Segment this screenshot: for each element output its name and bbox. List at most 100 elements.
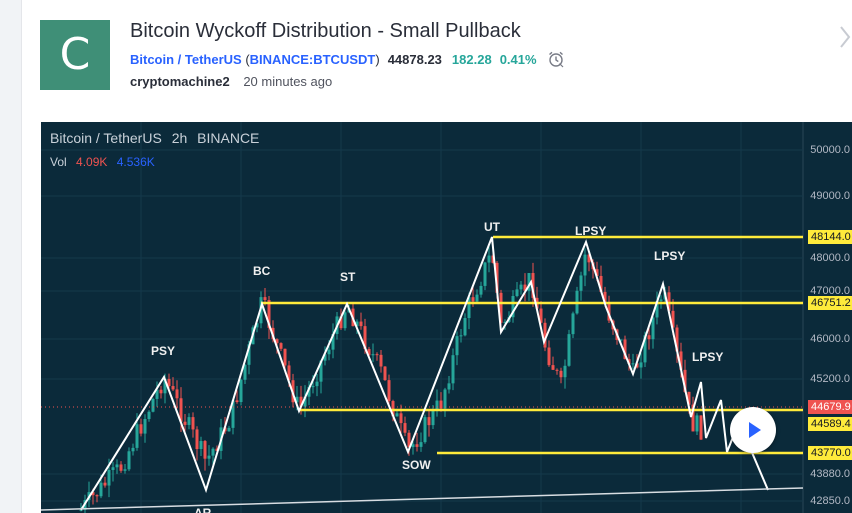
volume-buy: 4.536K (116, 155, 155, 169)
candle-body (567, 334, 571, 366)
candle-body (435, 400, 439, 410)
candle-body (519, 284, 523, 290)
candle-body (279, 343, 283, 349)
wyckoff-label-st: ST (340, 270, 356, 284)
axis-tick: 47000.0 (810, 285, 850, 297)
candle-body (359, 321, 363, 327)
candle-body (191, 417, 195, 430)
chart-snapshot[interactable]: Bitcoin / TetherUS 2h BINANCE Vol 4.09K … (41, 122, 852, 513)
symbol-paren-open: ( (241, 51, 250, 67)
author-row: cryptomachine2 20 minutes ago (130, 74, 332, 89)
candle-body (635, 363, 639, 368)
candle-body (407, 432, 411, 448)
candle-body (203, 441, 207, 459)
wyckoff-label-lpsy: LPSY (575, 224, 607, 238)
candle-body (379, 354, 383, 367)
candle-body (383, 366, 387, 381)
wyckoff-label-psy: PSY (151, 344, 176, 358)
candle-body (511, 296, 515, 318)
candle-body (499, 292, 503, 323)
candle-body (255, 323, 259, 328)
volume-legend: Vol 4.09K 4.536K (50, 155, 155, 169)
candle-body (587, 254, 591, 263)
candle-body (459, 335, 463, 337)
wyckoff-label-bc: BC (253, 264, 271, 278)
candle-body (471, 297, 475, 302)
candle-body (543, 322, 547, 348)
chart-legend: Bitcoin / TetherUS 2h BINANCE (50, 130, 265, 146)
candle-body (371, 354, 375, 356)
candle-body (699, 415, 703, 440)
candle-body (387, 380, 391, 402)
axis-tick: 42850.0 (810, 495, 850, 507)
alarm-clock-icon[interactable] (547, 50, 565, 68)
candle-body (523, 284, 527, 291)
candle-body (439, 400, 443, 409)
play-button[interactable] (730, 407, 776, 453)
candle-body (111, 467, 115, 471)
candle-body (103, 482, 107, 486)
axis-tick: 45200.0 (810, 373, 850, 385)
author-avatar[interactable]: C (40, 20, 110, 90)
candle-body (391, 401, 395, 417)
candle-body (639, 362, 643, 368)
wyckoff-label-ar: AR (194, 506, 212, 513)
candle-body (623, 339, 627, 360)
candle-body (159, 389, 163, 394)
candle-body (563, 365, 567, 378)
legend-exchange: BINANCE (197, 130, 260, 146)
candle-body (503, 321, 507, 323)
candle-body (323, 354, 327, 361)
axis-tick: 46000.0 (810, 333, 850, 345)
last-price: 44878.23 (387, 51, 442, 67)
chevron-right-icon[interactable] (838, 22, 852, 52)
candle-body (367, 348, 371, 356)
candle-body (399, 413, 403, 424)
candle-body (303, 396, 307, 407)
ticker-link[interactable]: BINANCE:BTCUSDT (249, 51, 376, 67)
candle-body (579, 275, 583, 291)
candle-body (695, 415, 699, 432)
wyckoff-label-sow: SOW (402, 458, 431, 472)
candle-body (307, 386, 311, 397)
candle-body (491, 255, 495, 263)
candle-body (295, 396, 299, 403)
candle-body (667, 292, 671, 311)
candle-body (339, 316, 343, 329)
symbol-link[interactable]: Bitcoin / TetherUS (130, 51, 242, 67)
candle-body (299, 396, 303, 407)
candle-body (327, 349, 331, 355)
price-tag-level: 43770.0 (808, 446, 852, 460)
candle-body (155, 389, 159, 399)
candle-body (151, 398, 155, 412)
left-sidebar-edge (0, 0, 22, 513)
candle-body (571, 313, 575, 335)
candle-body (431, 409, 435, 426)
candle-body (463, 318, 467, 336)
price-change: 182.28 (451, 51, 492, 67)
candle-body (655, 301, 659, 318)
legend-symbol: Bitcoin / TetherUS (50, 130, 162, 146)
candle-body (179, 398, 183, 422)
price-change-percent: 0.41% (499, 51, 537, 67)
candle-body (647, 335, 651, 340)
candle-body (375, 354, 379, 356)
candle-body (311, 386, 315, 388)
candle-body (683, 369, 687, 392)
candle-body (487, 255, 491, 263)
candle-body (167, 378, 171, 387)
wyckoff-label-lpsy: LPSY (654, 249, 686, 263)
candle-body (195, 429, 199, 450)
candle-body (467, 297, 471, 319)
wyckoff-label-ut: UT (484, 220, 500, 234)
play-icon (749, 422, 761, 438)
candle-body (331, 333, 335, 350)
candle-body (343, 312, 347, 329)
author-name[interactable]: cryptomachine2 (130, 74, 230, 89)
price-tag-level: 46751.2 (808, 296, 852, 310)
candle-body (283, 348, 287, 366)
axis-tick: 48000.0 (810, 252, 850, 264)
candle-body (455, 336, 459, 356)
candle-body (147, 411, 151, 420)
